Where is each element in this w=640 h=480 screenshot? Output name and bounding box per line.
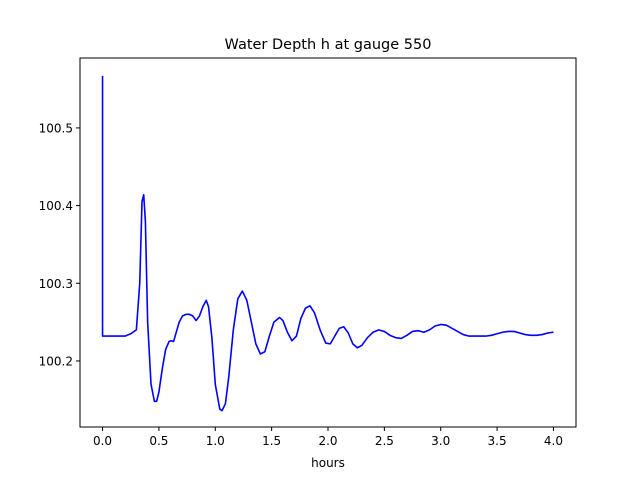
x-tick-label: 0.0 bbox=[93, 434, 112, 448]
x-tick-label: 0.5 bbox=[149, 434, 168, 448]
y-tick-label: 100.4 bbox=[39, 199, 73, 213]
x-tick-label: 1.5 bbox=[262, 434, 281, 448]
series-line-0 bbox=[101, 75, 554, 412]
x-tick-label: 3.5 bbox=[488, 434, 507, 448]
y-tick-label: 100.2 bbox=[39, 354, 73, 368]
y-tick-label: 100.3 bbox=[39, 277, 73, 291]
x-axis-label: hours bbox=[311, 456, 345, 470]
chart-title: Water Depth h at gauge 550 bbox=[225, 37, 432, 53]
x-tick-label: 1.0 bbox=[206, 434, 225, 448]
y-tick-label: 100.5 bbox=[39, 121, 73, 135]
x-tick-label: 2.5 bbox=[375, 434, 394, 448]
x-tick-label: 2.0 bbox=[318, 434, 337, 448]
x-tick-label: 3.0 bbox=[431, 434, 450, 448]
plot-area: 0.0 0.5 1.0 1.5 2.0 2.5 3.0 3.5 4.0 100.2 100.3 100… bbox=[39, 57, 577, 448]
x-tick-label: 4.0 bbox=[544, 434, 563, 448]
